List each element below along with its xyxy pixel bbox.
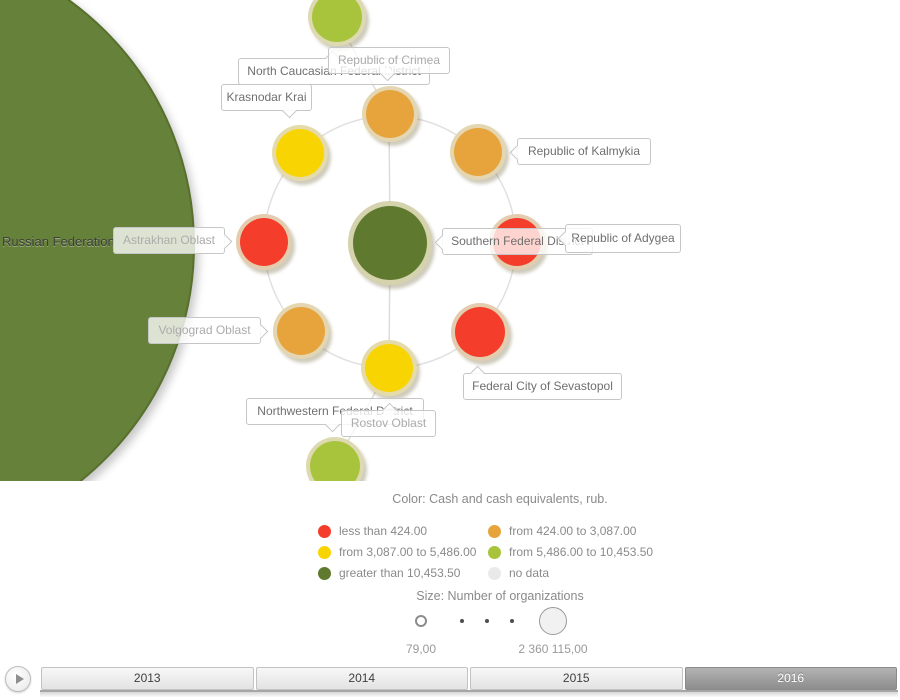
bubble-graph: Russian Federation North Caucasian Feder… (0, 0, 681, 481)
node-republic-of-kalmykia[interactable] (450, 124, 506, 180)
timeline: 2013 2014 2015 2016 (40, 667, 898, 690)
timeline-year-2016[interactable]: 2016 (684, 667, 897, 690)
color-legend-title: Color: Cash and cash equivalents, rub. (392, 492, 608, 506)
node-federal-city-of-sevastopol[interactable] (451, 303, 509, 361)
size-step-dot-icon (510, 619, 514, 623)
play-button[interactable] (5, 666, 31, 692)
node-krasnodar-krai[interactable] (272, 125, 328, 181)
size-step-dot-icon (485, 619, 489, 623)
label-text: Federal City of Sevastopol (472, 379, 613, 393)
legend-dot-no-data-icon (488, 566, 501, 580)
legend-item: from 424.00 to 3,087.00 (488, 524, 718, 538)
timeline-year-2014[interactable]: 2014 (255, 667, 468, 690)
legend-label: from 3,087.00 to 5,486.00 (339, 545, 477, 559)
timeline-track-edge (40, 690, 898, 692)
size-max-circle-icon (539, 607, 567, 635)
node-republic-of-crimea[interactable] (362, 86, 418, 142)
legend-dot-yellow-green-icon (488, 545, 501, 559)
node-label-rostov-oblast[interactable]: Rostov Oblast (341, 402, 436, 437)
node-label-republic-of-kalmykia[interactable]: Republic of Kalmykia (509, 138, 651, 165)
play-icon (15, 674, 24, 684)
legend-item: greater than 10,453.50 (318, 566, 488, 580)
node-southern-federal-district[interactable] (348, 201, 432, 285)
size-min-value: 79,00 (405, 642, 437, 656)
node-label-republic-of-adygea[interactable]: Republic of Adygea (557, 224, 681, 253)
legend-label: less than 424.00 (339, 524, 428, 538)
size-max-value: 2 360 115,00 (518, 642, 588, 656)
node-volgograd-oblast[interactable] (273, 303, 329, 359)
size-legend-title: Size: Number of organizations (416, 589, 584, 603)
timeline-year-2015[interactable]: 2015 (470, 667, 683, 690)
node-label-federal-city-of-sevastopol[interactable]: Federal City of Sevastopol (463, 365, 622, 400)
label-text: Republic of Adygea (571, 231, 675, 245)
legend-item: no data (488, 566, 718, 580)
node-label-krasnodar-krai[interactable]: Krasnodar Krai (221, 84, 312, 119)
label-text: Volgograd Oblast (158, 323, 251, 337)
node-rostov-oblast[interactable] (361, 340, 417, 396)
label-text: Rostov Oblast (350, 416, 427, 430)
legend-item: less than 424.00 (318, 524, 488, 538)
node-label-russian-federation: Russian Federation (2, 234, 115, 249)
node-label-astrakhan-oblast[interactable]: Astrakhan Oblast (113, 227, 233, 254)
legend-dot-orange-icon (488, 524, 501, 538)
legend-label: greater than 10,453.50 (339, 566, 461, 580)
legend-item: from 3,087.00 to 5,486.00 (318, 545, 488, 559)
legend-item: from 5,486.00 to 10,453.50 (488, 545, 718, 559)
label-text: Republic of Kalmykia (527, 144, 641, 158)
size-step-dot-icon (460, 619, 464, 623)
legend-label: no data (509, 566, 550, 580)
legend-label: from 424.00 to 3,087.00 (509, 524, 637, 538)
legend-dot-yellow-icon (318, 545, 331, 559)
node-label-volgograd-oblast[interactable]: Volgograd Oblast (148, 317, 269, 344)
node-northwestern-federal-district[interactable] (306, 437, 364, 481)
timeline-year-2013[interactable]: 2013 (41, 667, 254, 690)
legend-label: from 5,486.00 to 10,453.50 (509, 545, 654, 559)
label-text: Astrakhan Oblast (122, 233, 216, 247)
node-label-republic-of-crimea[interactable]: Republic of Crimea (328, 47, 450, 82)
label-text: Krasnodar Krai (226, 90, 307, 104)
legend-dot-dark-green-icon (318, 566, 331, 580)
legend-dot-red-icon (318, 524, 331, 538)
node-north-caucasian-federal-district[interactable] (308, 0, 366, 46)
label-text: Republic of Crimea (337, 53, 441, 67)
color-legend: less than 424.00 from 424.00 to 3,087.00… (318, 524, 718, 580)
node-astrakhan-oblast[interactable] (236, 214, 292, 270)
size-min-circle-icon (415, 615, 427, 627)
timeline-track-shadow (40, 692, 898, 697)
label-text: Southern Federal District (451, 234, 584, 248)
